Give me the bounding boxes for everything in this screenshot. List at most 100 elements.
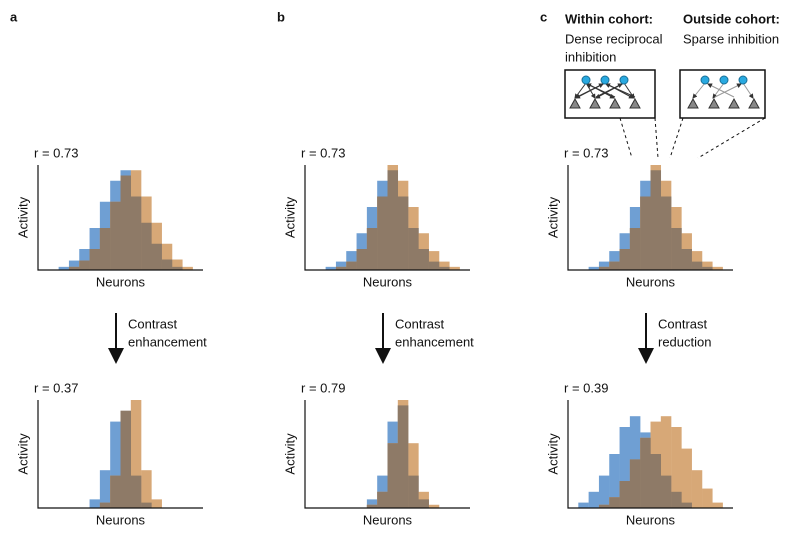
overlap-bar bbox=[99, 502, 111, 508]
histogram-bar bbox=[449, 266, 460, 270]
overlap-bar bbox=[660, 475, 672, 508]
overlap-bar bbox=[691, 261, 703, 270]
overlap-bar bbox=[387, 170, 399, 270]
overlap-bar bbox=[99, 228, 111, 270]
histogram-bar bbox=[671, 427, 682, 508]
axes bbox=[567, 165, 733, 271]
histogram-bar bbox=[702, 488, 713, 508]
overlap-bar bbox=[640, 196, 651, 270]
histogram-bar bbox=[346, 251, 357, 270]
overlap-bar bbox=[408, 475, 419, 508]
histogram-bar bbox=[609, 454, 620, 508]
histogram-bar bbox=[588, 266, 600, 270]
overlap-bar bbox=[428, 261, 440, 270]
overlap-bar bbox=[172, 266, 183, 270]
x-axis-label: Neurons bbox=[96, 512, 146, 527]
overlap-bar bbox=[68, 266, 80, 270]
overlap-bar bbox=[397, 405, 409, 508]
histogram-bar bbox=[712, 502, 723, 508]
histogram-bar bbox=[335, 261, 347, 270]
annotation: r = 0.73 bbox=[301, 145, 345, 160]
overlap-bar bbox=[110, 475, 121, 508]
overlap-bar bbox=[660, 196, 672, 270]
overlap-bar bbox=[598, 504, 610, 508]
inset-connectors bbox=[619, 117, 766, 159]
overlap-bar bbox=[681, 249, 692, 270]
overlap-bar bbox=[671, 228, 682, 270]
x-axis-label: Neurons bbox=[363, 512, 413, 527]
overlap-bar bbox=[439, 266, 450, 270]
panel-letter: c bbox=[540, 9, 547, 24]
histogram-bar bbox=[439, 261, 450, 270]
histogram-bar bbox=[89, 499, 101, 508]
histogram-bar bbox=[428, 251, 440, 270]
histogram-bar bbox=[691, 470, 703, 508]
histogram-bar bbox=[702, 261, 713, 270]
inset-text: Sparse inhibition bbox=[683, 31, 779, 46]
overlap-bar bbox=[335, 266, 347, 270]
inset-text: inhibition bbox=[565, 49, 616, 64]
overlap-bar bbox=[377, 196, 388, 270]
histogram-bar bbox=[325, 266, 337, 270]
histogram-bar bbox=[172, 259, 183, 270]
histogram-bar bbox=[151, 499, 162, 508]
x-axis-label: Neurons bbox=[626, 274, 676, 289]
overlap-bar bbox=[151, 243, 162, 270]
annotation: r = 0.73 bbox=[564, 145, 608, 160]
overlap-bar bbox=[120, 410, 132, 508]
histogram-bar bbox=[681, 448, 692, 508]
arrow-label: reduction bbox=[658, 334, 711, 349]
arrow-label: enhancement bbox=[128, 334, 207, 349]
histogram-bar bbox=[58, 266, 70, 270]
histogram-bar bbox=[79, 249, 90, 270]
histogram-bar bbox=[578, 502, 589, 508]
histogram-bar bbox=[712, 266, 723, 270]
arrow-label: Contrast bbox=[128, 316, 178, 331]
overlap-bar bbox=[366, 228, 378, 270]
x-axis-label: Neurons bbox=[626, 512, 676, 527]
overlap-bar bbox=[418, 499, 429, 508]
inset-text: Dense reciprocal bbox=[565, 31, 663, 46]
panel-letter: a bbox=[10, 9, 18, 24]
overlap-bar bbox=[356, 249, 368, 270]
arrow-label: Contrast bbox=[395, 316, 445, 331]
histogram-bar bbox=[660, 416, 672, 508]
histogram-bar bbox=[182, 266, 193, 270]
overlap-bar bbox=[120, 175, 132, 270]
histogram-bar bbox=[366, 499, 378, 508]
histogram-bar bbox=[598, 261, 610, 270]
y-axis-label: Activity bbox=[282, 196, 297, 238]
overlap-bar bbox=[141, 222, 152, 270]
histogram-bar bbox=[598, 475, 610, 508]
axes bbox=[304, 165, 470, 271]
x-axis-label: Neurons bbox=[96, 274, 146, 289]
axes bbox=[37, 165, 203, 271]
overlap-bar bbox=[619, 249, 631, 270]
y-axis-label: Activity bbox=[15, 433, 30, 475]
overlap-bar bbox=[397, 196, 409, 270]
overlap-bar bbox=[598, 266, 610, 270]
overlap-bar bbox=[130, 196, 142, 270]
overlap-bar bbox=[629, 459, 641, 508]
overlap-bar bbox=[141, 502, 152, 508]
overlap-bar bbox=[418, 249, 429, 270]
axes bbox=[567, 400, 733, 509]
annotation: r = 0.73 bbox=[34, 145, 78, 160]
axes bbox=[304, 400, 470, 509]
overlap-bar bbox=[619, 481, 631, 508]
panel-letter: b bbox=[277, 9, 285, 24]
annotation: r = 0.79 bbox=[301, 380, 345, 395]
overlap-bar bbox=[89, 249, 101, 270]
histogram-bar bbox=[68, 260, 80, 270]
histogram-bar bbox=[141, 470, 152, 508]
overlap-bar bbox=[79, 260, 90, 270]
histogram-bar bbox=[619, 427, 631, 508]
inset-title: Outside cohort: bbox=[683, 11, 780, 26]
inset-title: Within cohort: bbox=[565, 11, 653, 26]
overlap-bar bbox=[702, 266, 713, 270]
overlap-bar bbox=[650, 170, 662, 270]
arrow-label: Contrast bbox=[658, 316, 708, 331]
annotation: r = 0.37 bbox=[34, 380, 78, 395]
overlap-bar bbox=[640, 437, 651, 508]
